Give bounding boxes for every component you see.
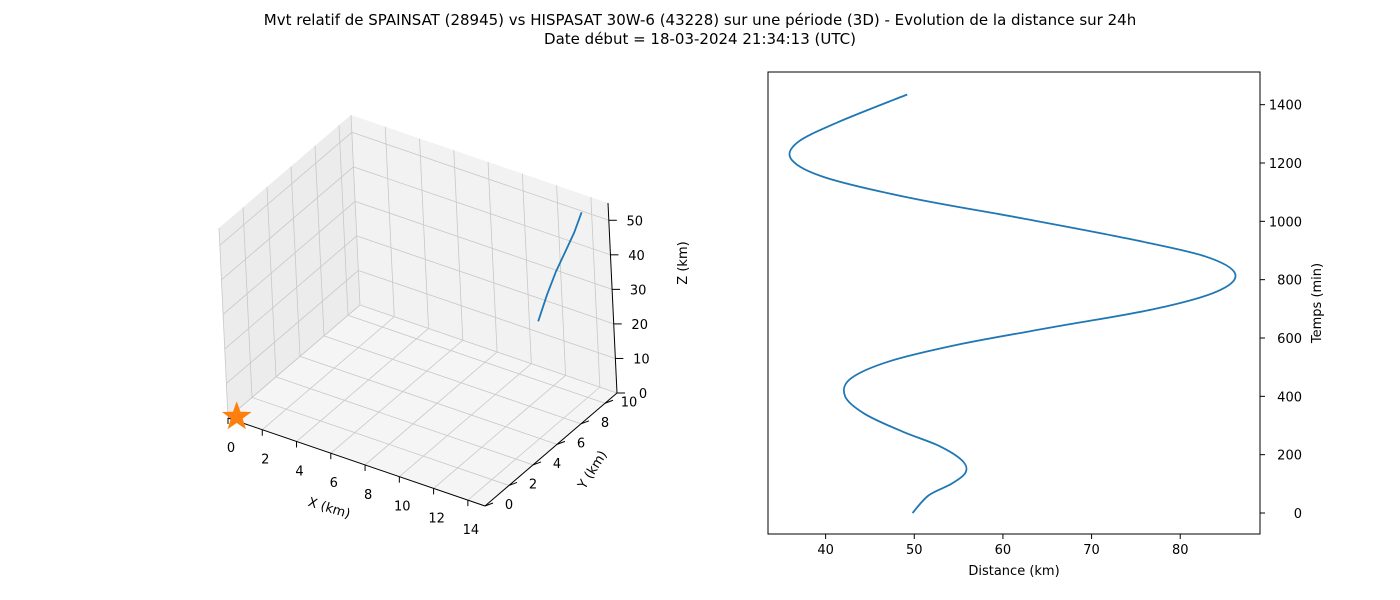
x-tick-label-2d: 50 (906, 543, 923, 558)
y-tick-label-3d: 8 (601, 416, 609, 431)
y-tick-3d (556, 440, 566, 445)
x-tick-label-3d: 10 (394, 500, 411, 515)
grid-x-back (521, 173, 532, 364)
grid-x-back (350, 114, 361, 306)
z-tick-label-3d: 20 (631, 318, 648, 333)
pane-back (351, 115, 617, 393)
grid-y-left (218, 227, 229, 419)
grid-x-back (453, 150, 464, 341)
x-tick-label-3d: 6 (330, 476, 338, 491)
grid-z-left (222, 201, 356, 315)
grid-z-back (358, 270, 616, 359)
x-axis-line (227, 417, 486, 507)
grid-x-floor (262, 316, 395, 431)
y-tick-label-3d: 10 (621, 395, 638, 410)
figure-title-line1: Mvt relatif de SPAINSAT (28945) vs HISPA… (264, 11, 1136, 29)
grid-y-left (290, 166, 301, 357)
grid-y-floor (347, 314, 606, 404)
axes-2d-data (788, 93, 1237, 514)
grid-y-floor (251, 397, 510, 486)
grid-y-left (242, 207, 253, 398)
y-tick-label-2d: 1200 (1269, 157, 1302, 172)
origin-star-marker (221, 401, 252, 430)
x-tick-label-3d: 2 (261, 453, 269, 468)
y-tick-label-3d: 0 (505, 498, 513, 513)
z-axis-line (607, 202, 618, 394)
y-tick-label-3d: 4 (553, 457, 561, 472)
grid-z-left (224, 235, 357, 350)
x-tick-label-2d: 70 (1083, 543, 1100, 558)
grid-y-floor (323, 335, 582, 425)
grid-z-back (351, 131, 609, 221)
grid-y-left (314, 145, 325, 336)
grid-y-floor (299, 355, 558, 445)
y-tick-label-2d: 200 (1277, 449, 1302, 464)
x-tick-label-2d: 40 (817, 543, 834, 558)
x-tick-label-2d: 80 (1172, 543, 1189, 558)
figure-title-line2: Date début = 18-03-2024 21:34:13 (UTC) (544, 30, 856, 48)
grid-x-floor (296, 328, 429, 442)
grid-y-left (338, 125, 349, 316)
y-tick-label-3d: 2 (529, 478, 537, 493)
grid-z-left (227, 304, 361, 419)
grid-z-back (353, 166, 611, 256)
x-tick-label-3d: 8 (364, 488, 372, 503)
grid-z-back (354, 200, 613, 290)
axes-3d-data (221, 211, 583, 430)
z-tick-label-3d: 40 (628, 249, 645, 264)
y-tick-3d (484, 502, 494, 507)
y-tick-label-2d: 600 (1277, 332, 1302, 347)
grid-z-back (359, 304, 618, 394)
grid-x-back (590, 197, 601, 388)
grid-x-back (487, 161, 498, 352)
distance-curve (788, 93, 1237, 514)
y-tick-label-2d: 1400 (1269, 99, 1302, 114)
x-tick-label-3d: 4 (295, 465, 303, 480)
grid-z-left (219, 131, 353, 246)
z-tick-label-3d: 0 (639, 387, 647, 402)
y-tick-label-2d: 1000 (1269, 215, 1302, 230)
grid-y-left (266, 186, 277, 377)
x-tick-label-3d: 14 (463, 523, 480, 538)
grid-x-back (556, 185, 566, 376)
x-tick-label-2d: 60 (995, 543, 1012, 558)
y-axis-line (484, 392, 618, 507)
x-tick-label-3d: 12 (428, 511, 445, 526)
z-tick-label-3d: 10 (633, 353, 650, 368)
grid-x-floor (433, 375, 566, 489)
grid-z-left (221, 166, 354, 281)
trajectory-3d-line (537, 211, 583, 322)
y-tick-label-3d: 6 (577, 436, 585, 451)
grid-x-floor (364, 351, 498, 466)
grid-z-back (356, 235, 614, 325)
z-axis-label-3d: Z (km) (676, 241, 691, 284)
y-tick-label-2d: 800 (1277, 274, 1302, 289)
grid-z-left (226, 270, 359, 384)
grid-x-back (384, 126, 395, 317)
axes-2d-frame (767, 71, 1261, 535)
axes-3d-axis-lines (227, 202, 618, 507)
x-axis-label-2d: Distance (km) (968, 564, 1059, 579)
y-tick-3d (508, 481, 518, 486)
z-tick-label-3d: 30 (630, 283, 647, 298)
x-tick-label-3d: 0 (227, 441, 235, 456)
y-tick-3d (580, 420, 590, 425)
grid-x-floor (399, 363, 532, 477)
y-axis-label-2d: Temps (min) (1310, 263, 1325, 344)
y-tick-3d (532, 461, 542, 466)
y-tick-label-2d: 400 (1277, 390, 1302, 405)
grid-y-floor (275, 376, 534, 466)
grid-x-back (419, 138, 429, 329)
y-tick-3d (604, 399, 614, 404)
y-tick-label-2d: 0 (1294, 507, 1302, 522)
z-tick-label-3d: 50 (627, 214, 644, 229)
pane-left (219, 115, 360, 418)
grid-x-floor (467, 386, 601, 501)
grid-x-floor (330, 339, 464, 454)
